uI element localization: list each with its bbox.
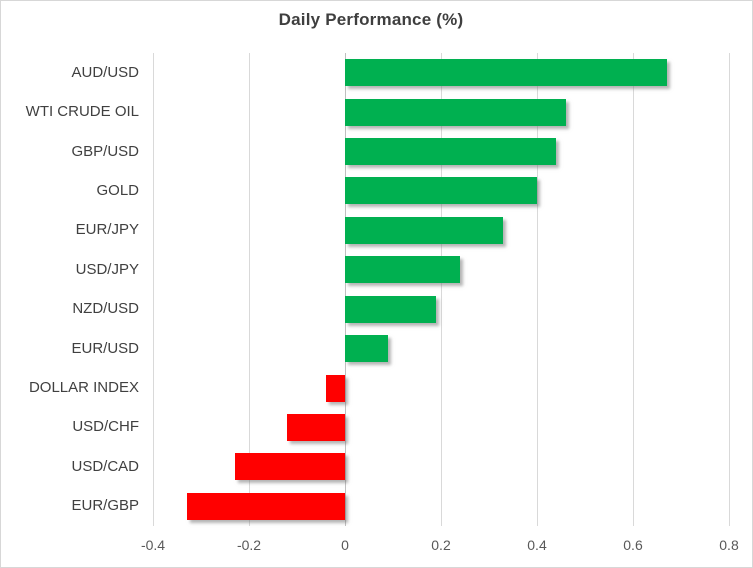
category-label: EUR/JPY [75, 221, 139, 239]
category-label: AUD/USD [71, 63, 139, 81]
bar-wti-crude-oil [345, 98, 566, 126]
gridline [248, 53, 250, 526]
x-tick-label: 0.4 [527, 537, 547, 553]
bar-nzd-usd [345, 295, 437, 323]
x-tick-label: 0.6 [623, 537, 643, 553]
category-label: USD/JPY [75, 260, 139, 278]
bar-gold [345, 177, 537, 205]
category-label: GBP/USD [71, 142, 139, 160]
bar-usd-chf [287, 413, 345, 441]
x-tick-label: 0.8 [719, 537, 739, 553]
x-tick-label: -0.4 [140, 537, 166, 553]
category-label: NZD/USD [72, 300, 139, 318]
bar-aud-usd [345, 59, 667, 87]
x-tick-label: -0.2 [236, 537, 262, 553]
category-label: USD/CAD [71, 457, 139, 475]
category-label: DOLLAR INDEX [28, 379, 139, 397]
gridline [536, 53, 538, 526]
gridline [632, 53, 634, 526]
bar-gbp-usd [345, 138, 557, 166]
bar-eur-gbp [186, 492, 345, 520]
zero-axis-line [344, 53, 346, 526]
category-label: EUR/GBP [71, 497, 139, 515]
gridline [152, 53, 154, 526]
category-label: USD/CHF [72, 418, 139, 436]
bar-eur-usd [345, 335, 389, 363]
bar-dollar-index [325, 374, 345, 402]
x-tick-label: 0 [341, 537, 349, 553]
x-tick-label: 0.2 [431, 537, 451, 553]
gridline [440, 53, 442, 526]
bar-eur-jpy [345, 216, 504, 244]
bar-usd-jpy [345, 256, 461, 284]
gridline [728, 53, 730, 526]
category-label: GOLD [96, 181, 139, 199]
chart-title: Daily Performance (%) [278, 10, 464, 29]
bar-usd-cad [234, 453, 345, 481]
category-label: WTI CRUDE OIL [25, 103, 139, 121]
category-axis: AUD/USD WTI CRUDE OIL GBP/USD GOLD EUR/JPY US… [1, 53, 145, 526]
plot-area [152, 53, 730, 526]
category-label: EUR/USD [71, 339, 139, 357]
